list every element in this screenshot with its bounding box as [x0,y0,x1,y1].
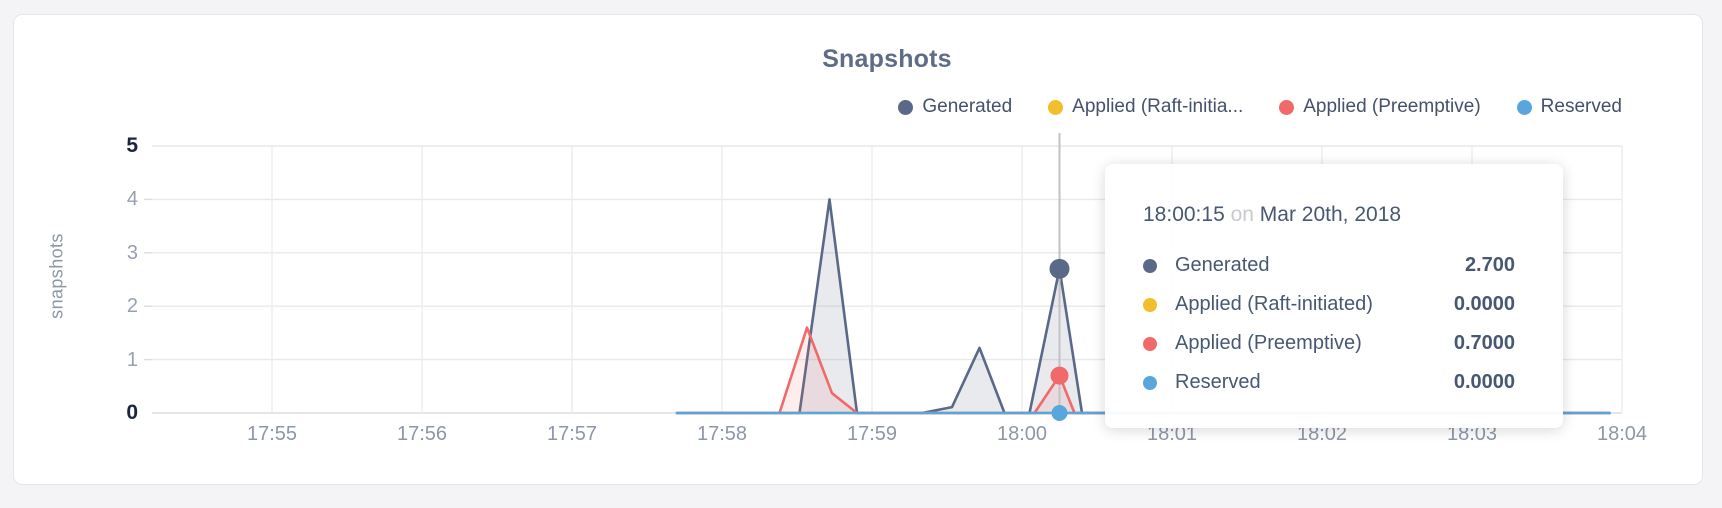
chart-legend: Generated Applied (Raft-initia... Applied … [152,96,1622,118]
tooltip-row-generated: Generated 2.700 [1143,246,1515,285]
y-axis-tick-label: 2 [126,295,138,318]
x-axis-tick-label: 17:57 [546,423,598,445]
x-axis-tick-label: 17:59 [846,423,898,445]
tooltip-series-label: Generated [1175,254,1270,276]
x-axis-tick-label: 17:56 [396,423,448,445]
series-line-generated [675,198,1611,415]
y-axis-tick-label: 5 [126,134,138,157]
hover-point-dot-applied-preemptive [1050,366,1069,385]
legend-item-applied-preemptive[interactable]: Applied (Preemptive) [1279,96,1481,118]
legend-dot-icon [1516,99,1532,115]
legend-item-label: Applied (Preemptive) [1303,96,1481,117]
legend-item-generated[interactable]: Generated [898,96,1012,118]
legend-item-label: Generated [922,96,1013,117]
legend-dot-icon [1048,99,1064,115]
legend-dot-icon [1279,99,1295,115]
x-axis-tick-label: 17:58 [696,423,748,445]
tooltip-series-dot-icon [1143,297,1157,312]
tooltip-series-value: 0.0000 [1453,371,1515,393]
tooltip-series-dot-icon [1143,258,1157,273]
legend-item-reserved[interactable]: Reserved [1516,96,1622,118]
tooltip-series-value: 0.0000 [1453,293,1515,315]
tooltip-time: 18:00:15 [1143,203,1225,226]
tooltip-series-label: Applied (Raft-initiated) [1175,293,1373,315]
tooltip-header: 18:00:15 on Mar 20th, 2018 [1143,203,1401,227]
tooltip-series-dot-icon [1143,336,1157,351]
hover-point-dot-reserved [1051,405,1068,421]
y-axis-tick-label: 1 [126,348,138,371]
legend-item-label: Applied (Raft-initia... [1072,96,1244,117]
hover-tooltip: 18:00:15 on Mar 20th, 2018 Generated 2.70… [1105,164,1563,428]
tooltip-series-label: Reserved [1175,371,1261,393]
tooltip-series-value: 2.700 [1464,254,1515,276]
tooltip-series-dot-icon [1143,375,1157,390]
x-axis-tick-label: 18:03 [1446,423,1498,445]
y-axis-tick-label: 0 [126,401,138,424]
tooltip-row-applied-preemptive: Applied (Preemptive) 0.7000 [1143,324,1515,363]
chart-title: Snapshots [822,45,952,73]
y-axis-tick-label: 4 [126,188,138,211]
tooltip-row-reserved: Reserved 0.0000 [1143,363,1515,402]
hover-point-dot-generated [1049,258,1070,279]
x-axis-tick-label: 18:00 [996,423,1048,445]
x-axis-tick-label: 18:01 [1146,423,1198,445]
y-axis-tick-label: 3 [126,241,138,264]
legend-dot-icon [898,99,914,115]
x-axis-tick-label: 18:02 [1296,423,1348,445]
tooltip-date: Mar 20th, 2018 [1259,203,1402,226]
tooltip-row-applied-raft-initiated: Applied (Raft-initiated) 0.0000 [1143,285,1515,324]
legend-item-applied-raft-initia[interactable]: Applied (Raft-initia... [1048,96,1243,118]
x-axis-tick-label: 17:55 [246,423,298,445]
tooltip-series-value: 0.7000 [1453,332,1515,354]
tooltip-conjunction: on [1230,203,1254,226]
x-axis-tick-label: 18:04 [1596,423,1648,445]
legend-item-label: Reserved [1540,96,1622,117]
tooltip-series-label: Applied (Preemptive) [1175,332,1362,354]
tooltip-rows: Generated 2.700 Applied (Raft-initiated) 0.… [1143,246,1515,402]
